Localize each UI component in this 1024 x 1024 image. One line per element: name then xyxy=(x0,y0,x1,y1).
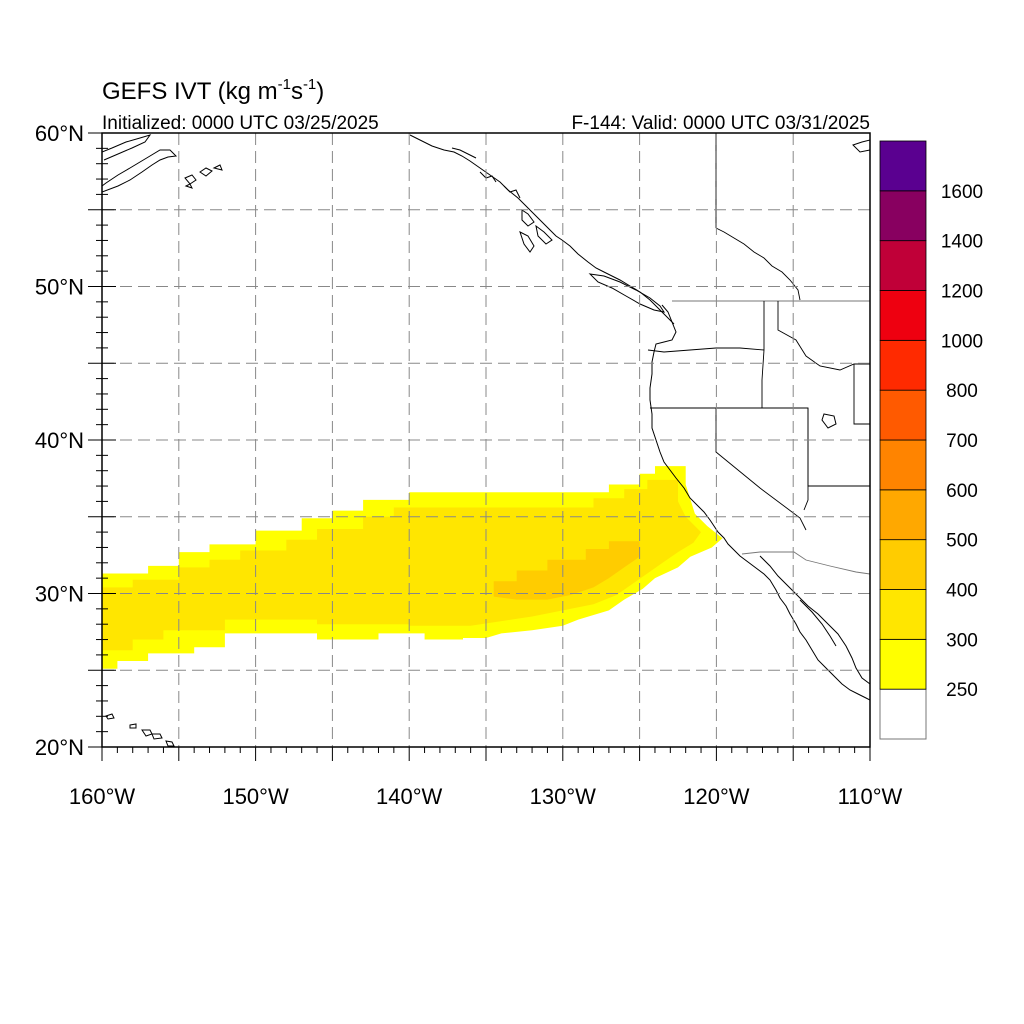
colorbar-box xyxy=(879,339,927,391)
colorbar-label: 1000 xyxy=(941,331,983,352)
axis-labels: 160°W 150°W 140°W 130°W 120°W 110°W 60°N 50°N 40… xyxy=(35,121,903,809)
lat-tick-label: 60°N xyxy=(35,121,84,146)
colorbar-label: 800 xyxy=(946,381,978,402)
lat-tick-label: 30°N xyxy=(35,582,84,607)
ivt-band-300 xyxy=(102,479,701,651)
subtitle-initialized: Initialized: 0000 UTC 03/25/2025 xyxy=(102,113,379,134)
colorbar-box xyxy=(879,539,927,590)
colorbar-box xyxy=(879,140,927,192)
colorbar-box xyxy=(879,589,927,640)
colorbar-box xyxy=(879,190,927,242)
borders xyxy=(647,133,870,575)
ivt-band-400 xyxy=(493,541,640,600)
colorbar-box xyxy=(879,240,927,291)
lon-tick-label: 130°W xyxy=(530,784,597,809)
colorbar-label: 600 xyxy=(946,481,978,502)
colorbar-label: 1200 xyxy=(941,282,983,303)
map-gridlines xyxy=(102,133,870,747)
colorbar-box xyxy=(879,688,927,740)
lat-tick-label: 50°N xyxy=(35,275,84,300)
colorbar-label: 700 xyxy=(946,431,978,452)
lat-tick-label: 40°N xyxy=(35,428,84,453)
colorbar: 250 300 400 500 600 700 800 1000 1200 1400 1600 xyxy=(879,140,983,740)
lon-tick-label: 110°W xyxy=(838,784,903,809)
subtitle-valid: F-144: Valid: 0000 UTC 03/31/2025 xyxy=(571,113,870,134)
colorbar-box xyxy=(879,489,927,541)
lon-tick-label: 150°W xyxy=(222,784,289,809)
lon-tick-label: 160°W xyxy=(69,784,136,809)
ivt-shading xyxy=(102,466,723,669)
lon-tick-label: 120°W xyxy=(683,784,750,809)
lon-tick-label: 140°W xyxy=(376,784,443,809)
chart-title: GEFS IVT (kg m-1s-1) xyxy=(102,76,324,105)
colorbar-label: 300 xyxy=(946,630,978,651)
colorbar-box xyxy=(879,290,927,341)
colorbar-box xyxy=(879,389,927,441)
colorbar-label: 250 xyxy=(946,680,978,701)
colorbar-box xyxy=(879,638,927,690)
colorbar-label: 1600 xyxy=(941,182,983,203)
colorbar-label: 1400 xyxy=(941,232,983,253)
axis-ticks xyxy=(88,132,871,761)
colorbar-label: 400 xyxy=(946,581,978,602)
colorbar-box xyxy=(879,439,927,491)
colorbar-label: 500 xyxy=(946,531,978,552)
lat-tick-label: 20°N xyxy=(35,735,84,760)
